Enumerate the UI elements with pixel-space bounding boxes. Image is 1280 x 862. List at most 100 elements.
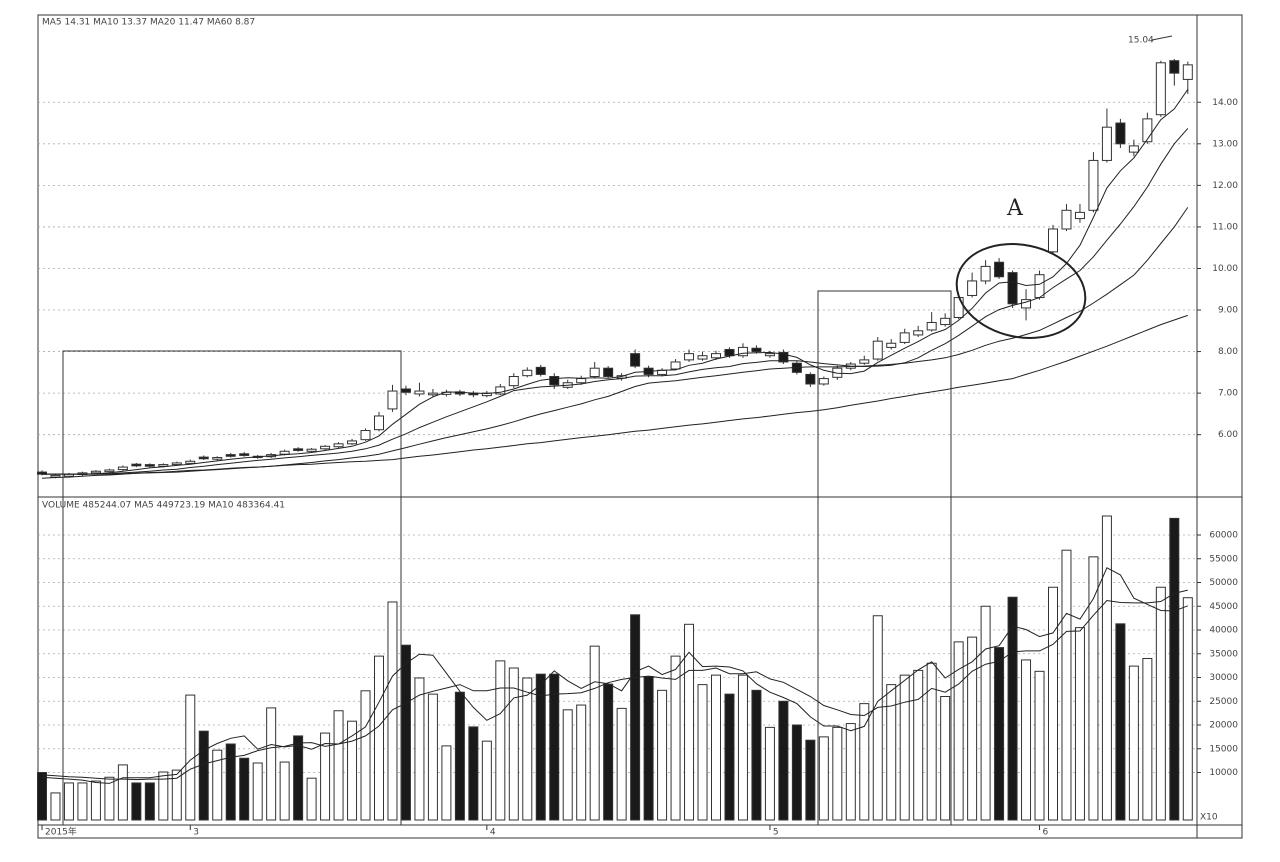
volume-bar bbox=[347, 720, 358, 821]
volume-bar bbox=[1115, 623, 1126, 821]
volume-bar bbox=[198, 730, 209, 821]
volume-bar bbox=[1007, 596, 1018, 821]
candle-body bbox=[171, 462, 182, 466]
volume-bar bbox=[872, 615, 883, 821]
volume-bar bbox=[980, 605, 991, 821]
volume-bar bbox=[441, 745, 452, 821]
zone-label: A bbox=[1006, 196, 1024, 221]
candle-body bbox=[306, 448, 317, 452]
candle-body bbox=[90, 470, 101, 474]
y-tick-label: 11.00 bbox=[1212, 222, 1238, 232]
candle-body bbox=[104, 469, 115, 473]
circle-annotation bbox=[955, 243, 1087, 339]
volume-bar bbox=[171, 769, 182, 821]
candle-body bbox=[279, 450, 290, 455]
box-annotation bbox=[62, 350, 402, 826]
volume-bar bbox=[549, 673, 560, 821]
volume-bar bbox=[913, 669, 924, 821]
candle-body bbox=[859, 359, 870, 364]
candle-body bbox=[198, 456, 209, 460]
price-legend: MA5 14.31 MA10 13.37 MA20 11.47 MA60 8.8… bbox=[42, 18, 255, 28]
volume-bar bbox=[185, 694, 196, 821]
volume-bar bbox=[778, 700, 789, 821]
candle-body bbox=[360, 430, 371, 441]
candle-body bbox=[764, 353, 775, 357]
volume-bar bbox=[737, 674, 748, 821]
volume-bar bbox=[1074, 627, 1085, 821]
candle-body bbox=[1061, 209, 1072, 230]
volume-bar bbox=[818, 736, 829, 821]
candle-body bbox=[495, 386, 506, 395]
candle-body bbox=[603, 367, 614, 378]
volume-bar bbox=[266, 707, 277, 821]
candle-body bbox=[1115, 122, 1126, 145]
candle-body bbox=[886, 342, 897, 348]
volume-bar bbox=[589, 645, 600, 821]
moving-average bbox=[41, 589, 1188, 781]
candle-body bbox=[940, 317, 951, 326]
volume-bar bbox=[131, 782, 142, 821]
x-tick-label: 3 bbox=[193, 828, 199, 838]
candle-body bbox=[967, 280, 978, 296]
candle-body bbox=[737, 346, 748, 357]
y-tick-label: 10.00 bbox=[1212, 264, 1238, 274]
volume-bar bbox=[454, 691, 465, 821]
volume-bar bbox=[1128, 665, 1139, 821]
candle-body bbox=[589, 367, 600, 378]
volume-bar bbox=[1034, 670, 1045, 821]
volume-bar bbox=[1182, 597, 1193, 821]
volume-bar bbox=[616, 707, 627, 821]
y-tick-label: 14.00 bbox=[1212, 98, 1238, 108]
volume-bar bbox=[576, 704, 587, 821]
volume-bar bbox=[562, 709, 573, 821]
volume-bar bbox=[1021, 659, 1032, 821]
volume-bar bbox=[832, 726, 843, 821]
volume-bar bbox=[630, 614, 641, 821]
volume-bar bbox=[239, 757, 250, 821]
volume-bar bbox=[724, 693, 735, 821]
volume-bar bbox=[1088, 556, 1099, 821]
candle-body bbox=[522, 369, 533, 377]
volume-bar bbox=[252, 762, 263, 821]
candle-body bbox=[1128, 145, 1139, 153]
candle-body bbox=[333, 443, 344, 448]
candle-body bbox=[670, 361, 681, 370]
candle-body bbox=[805, 373, 816, 385]
marks: 6.00 7.00 8.00 9.00 10.00 11.00 12.00 13.00 14.0… bbox=[37, 59, 1238, 838]
candle-body bbox=[1048, 228, 1058, 253]
y-tick-label: 6.00 bbox=[1218, 430, 1238, 440]
volume-bar bbox=[522, 677, 533, 821]
volume-bar bbox=[886, 684, 897, 821]
candle-body bbox=[913, 330, 924, 336]
candle-body bbox=[751, 347, 762, 353]
scale-label: X10 bbox=[1200, 813, 1218, 823]
volume-bar bbox=[1142, 658, 1153, 821]
moving-average bbox=[42, 89, 1189, 475]
volume-bar bbox=[791, 724, 802, 821]
volume-bar bbox=[711, 674, 721, 821]
box-annotation bbox=[817, 290, 952, 826]
peak-label: 15.04 bbox=[1128, 36, 1154, 46]
y-tick-label: 50000 bbox=[1209, 578, 1238, 588]
volume-bar bbox=[387, 601, 398, 821]
y-tick-label: 30000 bbox=[1209, 673, 1238, 683]
candle-body bbox=[1101, 126, 1112, 161]
candle-body bbox=[414, 390, 425, 395]
y-tick-label: 45000 bbox=[1209, 602, 1238, 612]
volume-bar bbox=[481, 740, 492, 821]
moving-average bbox=[41, 567, 1188, 784]
y-tick-label: 12.00 bbox=[1212, 181, 1238, 191]
candle-body bbox=[508, 376, 519, 387]
candle-body bbox=[1155, 62, 1166, 116]
volume-bar bbox=[643, 676, 654, 821]
candle-body bbox=[185, 460, 196, 464]
volume-bar bbox=[1048, 586, 1058, 821]
candle-body bbox=[427, 392, 438, 396]
volume-bar bbox=[657, 689, 668, 821]
volume-bar bbox=[1169, 517, 1180, 821]
volume-bar bbox=[333, 710, 344, 821]
volume-bar bbox=[508, 667, 519, 821]
volume-bar bbox=[468, 726, 479, 821]
candle-body bbox=[818, 378, 829, 385]
